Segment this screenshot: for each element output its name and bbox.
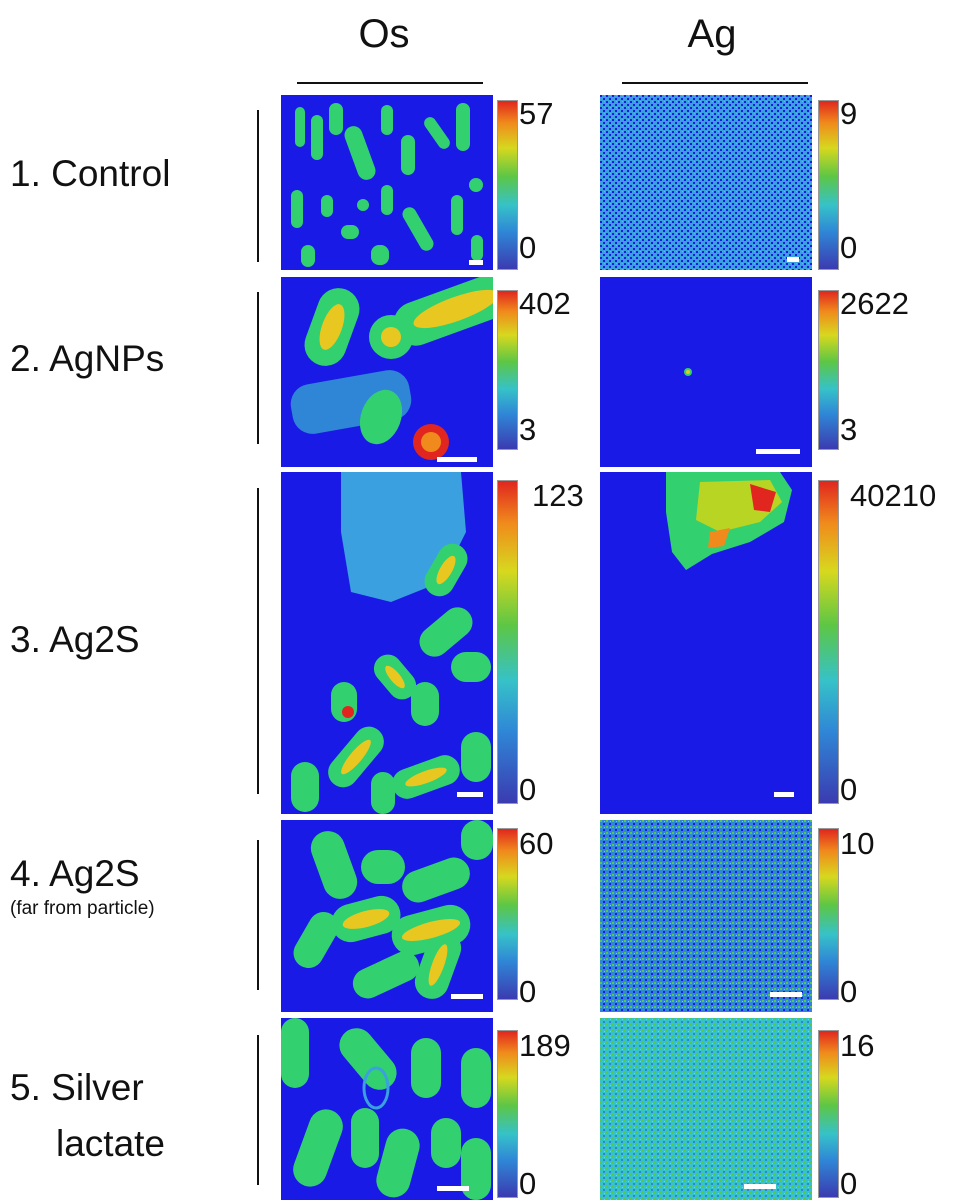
ag-scale-bar-3: [774, 792, 794, 797]
ag-colorbar-4: [818, 828, 839, 1000]
ag-colorbar-5-min: 0: [840, 1166, 858, 1201]
ag-map-ag2s-svg: [600, 472, 812, 814]
row-rule-1: [257, 110, 259, 262]
ag-colorbar-1-max: 9: [840, 96, 858, 131]
os-map-agnps-svg: [281, 277, 493, 467]
os-map-silver-lactate: [281, 1018, 493, 1200]
row-label-4-main: 4. Ag2S: [10, 853, 140, 894]
os-map-agnps: [281, 277, 493, 467]
row-label-1: 1. Control: [10, 153, 171, 194]
os-colorbar-1: [497, 100, 518, 270]
os-colorbar-3: [497, 480, 518, 804]
row-label-5-line1: 5. Silver: [10, 1067, 144, 1108]
row-label-4-sub: (far from particle): [10, 898, 155, 919]
column-rule-os: [297, 82, 483, 84]
ag-colorbar-5-max: 16: [840, 1028, 875, 1063]
row-label-2: 2. AgNPs: [10, 338, 165, 379]
ag-map-silver-lactate-svg: [600, 1018, 812, 1200]
ag-colorbar-2-min: 3: [840, 412, 858, 447]
ag-colorbar-4-max: 10: [840, 826, 875, 861]
os-map-control-svg: [281, 95, 493, 270]
ag-scale-bar-4: [770, 992, 802, 997]
os-colorbar-5: [497, 1030, 518, 1198]
ag-map-ag2s-far: [600, 820, 812, 1012]
os-map-control: [281, 95, 493, 270]
os-colorbar-2-min: 3: [519, 412, 537, 447]
column-rule-ag: [622, 82, 808, 84]
os-colorbar-3-min: 0: [519, 772, 537, 807]
row-label-5-line2: lactate: [56, 1123, 166, 1164]
os-colorbar-4-max: 60: [519, 826, 554, 861]
os-colorbar-2: [497, 290, 518, 450]
ag-colorbar-1-min: 0: [840, 230, 858, 265]
os-map-ag2s: [281, 472, 493, 814]
ag-map-agnps: [600, 277, 812, 467]
os-colorbar-1-max: 57: [519, 96, 554, 131]
ag-map-ag2s-far-svg: [600, 820, 812, 1012]
os-colorbar-1-min: 0: [519, 230, 537, 265]
os-map-ag2s-far-svg: [281, 820, 493, 1012]
os-map-silver-lactate-svg: [281, 1018, 493, 1200]
ag-map-ag2s: [600, 472, 812, 814]
row-label-4: 4. Ag2S (far from particle): [10, 852, 155, 922]
ag-colorbar-5: [818, 1030, 839, 1198]
os-colorbar-2-max: 402: [519, 286, 571, 321]
ag-colorbar-2: [818, 290, 839, 450]
ag-map-control: [600, 95, 812, 270]
row-label-5: 5. Silver lactate: [10, 1060, 165, 1172]
os-map-ag2s-far: [281, 820, 493, 1012]
ag-colorbar-3-min: 0: [840, 772, 858, 807]
os-map-ag2s-svg: [281, 472, 493, 814]
os-scale-bar-3: [457, 792, 483, 797]
os-scale-bar-5: [437, 1186, 469, 1191]
ag-colorbar-3-max: 40210: [850, 478, 937, 513]
row-rule-4: [257, 840, 259, 990]
column-header-os: Os: [358, 12, 410, 56]
os-scale-bar-2: [437, 457, 477, 462]
ag-colorbar-2-max: 2622: [840, 286, 909, 321]
ag-colorbar-4-min: 0: [840, 974, 858, 1009]
ag-scale-bar-1: [787, 257, 799, 262]
row-rule-5: [257, 1035, 259, 1185]
ag-scale-bar-2: [756, 449, 800, 454]
ag-map-silver-lactate: [600, 1018, 812, 1200]
row-rule-3: [257, 488, 259, 794]
os-scale-bar-1: [469, 260, 483, 265]
ag-map-control-svg: [600, 95, 812, 270]
os-colorbar-5-min: 0: [519, 1166, 537, 1201]
os-colorbar-4: [497, 828, 518, 1000]
ag-map-agnps-svg: [600, 277, 812, 467]
os-colorbar-3-max: 123: [532, 478, 584, 513]
ag-scale-bar-5: [744, 1184, 776, 1189]
os-colorbar-4-min: 0: [519, 974, 537, 1009]
ag-colorbar-3: [818, 480, 839, 804]
column-header-ag: Ag: [687, 12, 737, 56]
os-colorbar-5-max: 189: [519, 1028, 571, 1063]
os-scale-bar-4: [451, 994, 483, 999]
row-rule-2: [257, 292, 259, 444]
ag-colorbar-1: [818, 100, 839, 270]
row-label-3: 3. Ag2S: [10, 619, 140, 660]
